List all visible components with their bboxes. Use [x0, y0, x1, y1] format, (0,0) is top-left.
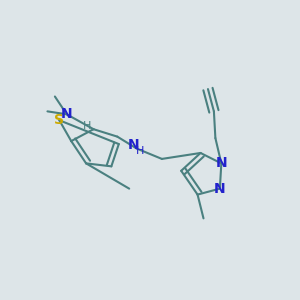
Text: N: N	[215, 156, 227, 170]
Text: N: N	[61, 107, 73, 121]
Text: N: N	[214, 182, 226, 196]
Text: H: H	[83, 121, 91, 131]
Text: H: H	[136, 146, 144, 157]
Text: S: S	[54, 113, 64, 127]
Text: N: N	[128, 138, 140, 152]
